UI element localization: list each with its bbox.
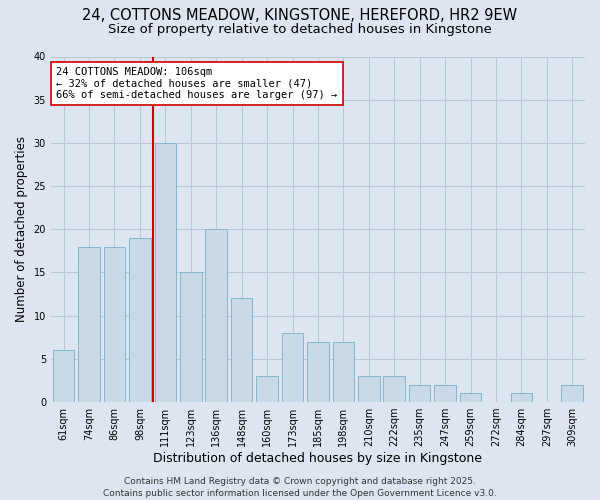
Y-axis label: Number of detached properties: Number of detached properties xyxy=(15,136,28,322)
Text: Contains HM Land Registry data © Crown copyright and database right 2025.
Contai: Contains HM Land Registry data © Crown c… xyxy=(103,476,497,498)
Bar xyxy=(231,298,253,402)
Bar xyxy=(358,376,380,402)
Bar xyxy=(409,385,430,402)
Bar xyxy=(511,394,532,402)
Text: 24 COTTONS MEADOW: 106sqm
← 32% of detached houses are smaller (47)
66% of semi-: 24 COTTONS MEADOW: 106sqm ← 32% of detac… xyxy=(56,67,338,100)
Bar xyxy=(129,238,151,402)
Bar xyxy=(155,143,176,402)
Bar xyxy=(383,376,405,402)
Bar xyxy=(180,272,202,402)
Text: Size of property relative to detached houses in Kingstone: Size of property relative to detached ho… xyxy=(108,22,492,36)
Bar xyxy=(282,333,304,402)
Bar xyxy=(104,246,125,402)
Bar xyxy=(205,230,227,402)
Bar xyxy=(332,342,354,402)
Bar xyxy=(562,385,583,402)
X-axis label: Distribution of detached houses by size in Kingstone: Distribution of detached houses by size … xyxy=(154,452,482,465)
Text: 24, COTTONS MEADOW, KINGSTONE, HEREFORD, HR2 9EW: 24, COTTONS MEADOW, KINGSTONE, HEREFORD,… xyxy=(82,8,518,22)
Bar xyxy=(307,342,329,402)
Bar xyxy=(78,246,100,402)
Bar xyxy=(460,394,481,402)
Bar xyxy=(53,350,74,402)
Bar xyxy=(434,385,456,402)
Bar xyxy=(256,376,278,402)
